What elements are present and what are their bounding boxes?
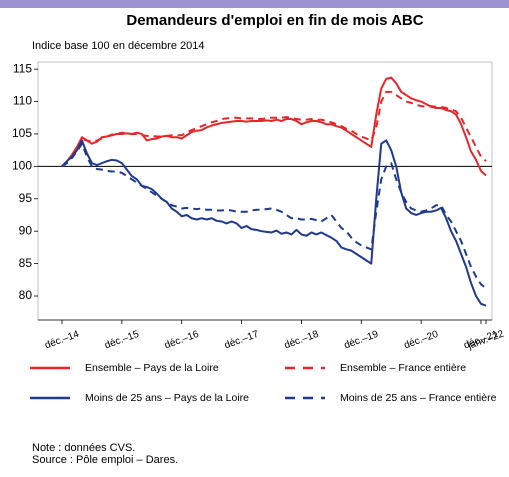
y-tick-label: 80 — [19, 288, 33, 302]
note: Source : Pôle emploi – Dares. — [32, 454, 178, 466]
top-band — [0, 0, 509, 8]
y-tick-label: 95 — [19, 191, 33, 205]
y-tick-label: 90 — [19, 223, 33, 237]
chart-subtitle: Indice base 100 en décembre 2014 — [32, 40, 204, 52]
legend-label: Ensemble – France entière — [340, 362, 466, 374]
x-tick-label: déc.–18 — [283, 329, 321, 352]
legend-label: Ensemble – Pays de la Loire — [85, 362, 219, 374]
x-tick-label: déc.–16 — [163, 329, 201, 352]
y-tick-label: 110 — [13, 94, 32, 108]
series-line — [61, 90, 487, 168]
y-tick-label: 85 — [19, 256, 33, 270]
series-line — [61, 76, 487, 177]
x-tick-label: déc.–14 — [43, 329, 81, 352]
series-line — [61, 142, 487, 290]
y-tick-label: 105 — [12, 126, 32, 140]
y-tick-label: 115 — [13, 61, 32, 75]
x-tick-label: déc.–17 — [223, 329, 261, 352]
series-line — [61, 139, 487, 307]
x-tick-label: déc.–20 — [403, 329, 441, 352]
legend-label: Moins de 25 ans – France entière — [340, 392, 497, 404]
chart-title: Demandeurs d'emploi en fin de mois ABC — [126, 12, 423, 29]
y-tick-label: 100 — [12, 159, 32, 173]
x-tick-label: déc.–19 — [343, 329, 381, 352]
x-tick-label: déc.–15 — [103, 329, 141, 352]
legend-label: Moins de 25 ans – Pays de la Loire — [85, 392, 249, 404]
note: Note : données CVS. — [32, 442, 135, 454]
plot-frame — [37, 61, 493, 321]
